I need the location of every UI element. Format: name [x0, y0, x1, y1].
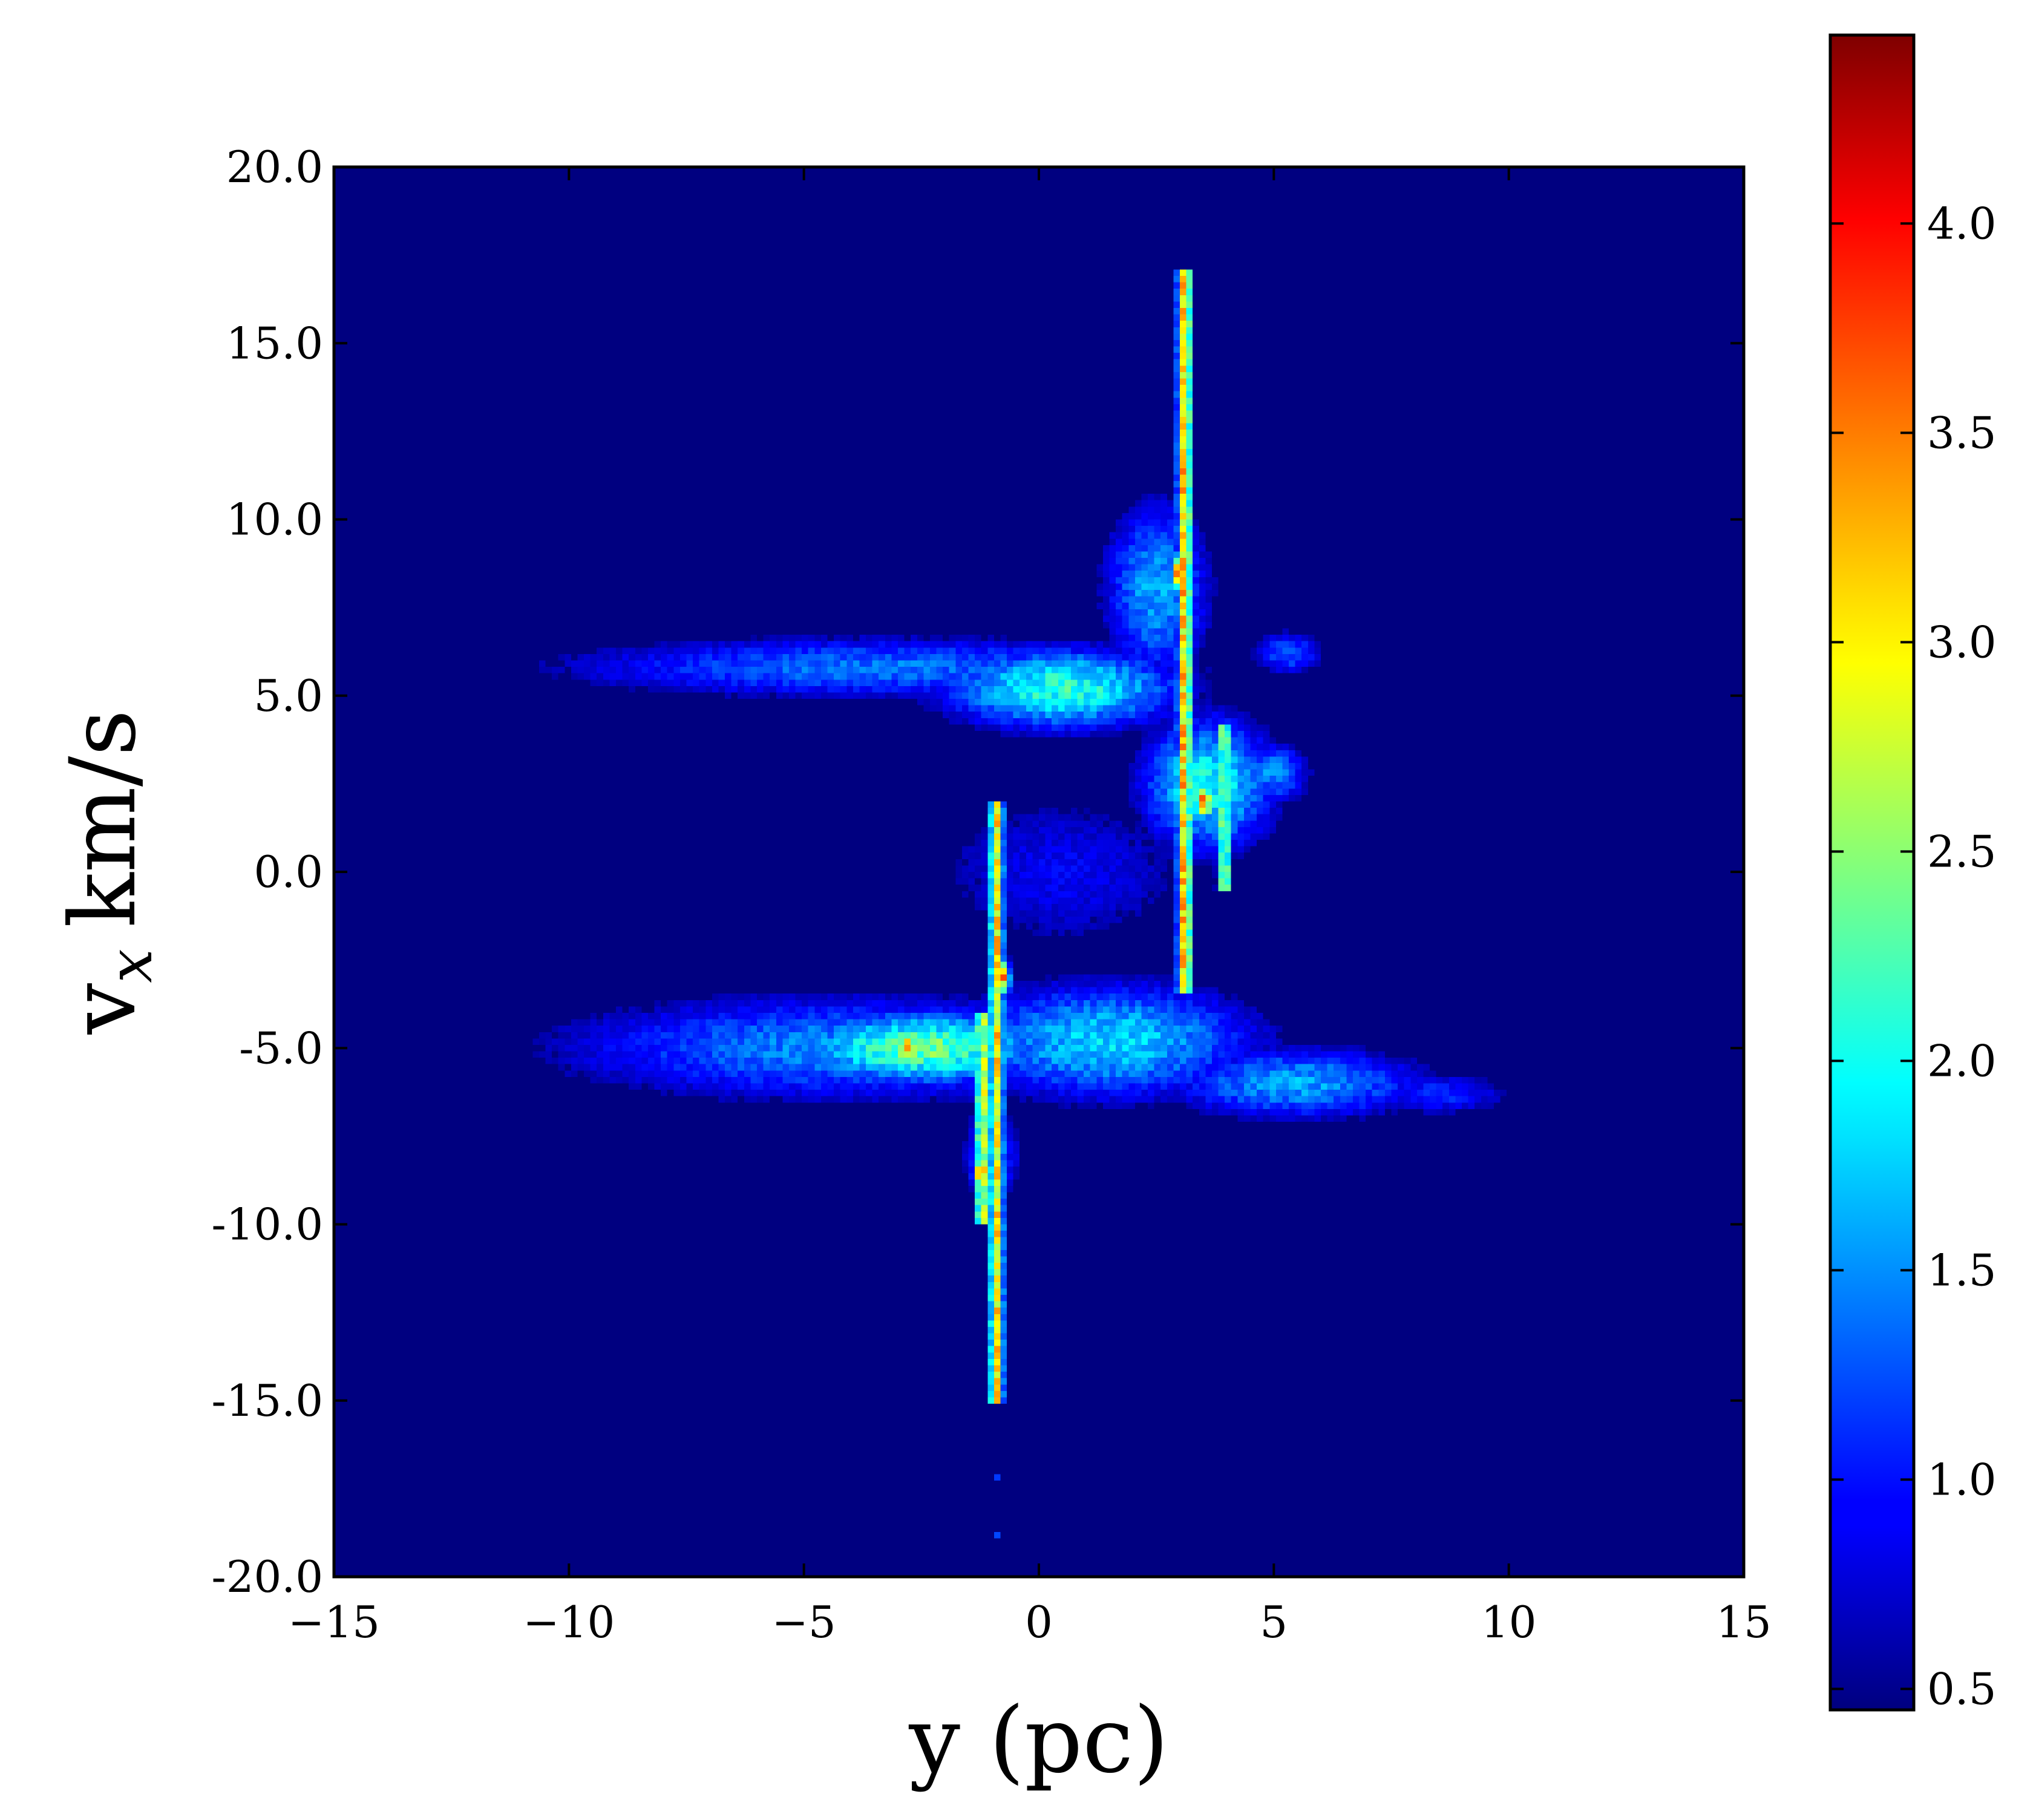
- x-tick-label: −5: [772, 1597, 836, 1648]
- y-tick-label: 20.0: [226, 142, 323, 192]
- y-tick-label: 5.0: [254, 670, 323, 721]
- colorbar-gradient: [1830, 35, 1914, 1710]
- plot-area: [332, 165, 1746, 1579]
- x-tick-label: 0: [1025, 1597, 1053, 1648]
- y-tick-label: -10.0: [211, 1199, 323, 1250]
- y-axis-title-sub: x: [95, 949, 166, 983]
- y-tick-label: -15.0: [211, 1375, 323, 1426]
- y-tick-label: 15.0: [226, 318, 323, 368]
- colorbar: 0.5 1.0 1.5 2.0 2.5 3.0 3.5 4.0: [1828, 33, 1997, 1714]
- x-tick-label: −15: [288, 1597, 380, 1648]
- y-tick-label: 10.0: [226, 494, 323, 545]
- y-tick-label: -5.0: [239, 1023, 323, 1073]
- y-axis-title: vx km/s: [51, 710, 166, 1035]
- colorbar-tick-label: 3.5: [1927, 407, 1997, 458]
- y-axis-ticks: 20.0 15.0 10.0 5.0 0.0 -5.0 -10.0 -15.0 -20.0: [211, 142, 1744, 1602]
- y-axis-title-unit: km/s: [51, 710, 156, 928]
- x-axis-ticks: −15 −10 −5 0 5 10 15: [288, 167, 1772, 1648]
- colorbar-tick-label: 1.0: [1927, 1454, 1997, 1505]
- x-axis-title: y (pc): [908, 1688, 1169, 1793]
- heatmap-image: [334, 167, 1744, 1577]
- colorbar-ticks: 0.5 1.0 1.5 2.0 2.5 3.0 3.5 4.0: [1830, 198, 1997, 1714]
- colorbar-tick-label: 4.0: [1927, 198, 1997, 249]
- colorbar-frame: [1828, 33, 1916, 1712]
- colorbar-tick-label: 2.5: [1927, 826, 1997, 877]
- colorbar-tick-label: 2.0: [1927, 1035, 1997, 1086]
- y-tick-label: -20.0: [211, 1551, 323, 1602]
- y-axis-title-main: v: [51, 983, 156, 1035]
- x-tick-label: −10: [523, 1597, 615, 1648]
- colorbar-tick-label: 3.0: [1927, 617, 1997, 667]
- y-tick-label: 0.0: [254, 846, 323, 897]
- colorbar-tick-label: 0.5: [1927, 1663, 1997, 1714]
- x-tick-label: 5: [1260, 1597, 1288, 1648]
- colorbar-tick-label: 1.5: [1927, 1245, 1997, 1295]
- x-tick-label: 10: [1481, 1597, 1537, 1648]
- x-tick-label: 15: [1716, 1597, 1772, 1648]
